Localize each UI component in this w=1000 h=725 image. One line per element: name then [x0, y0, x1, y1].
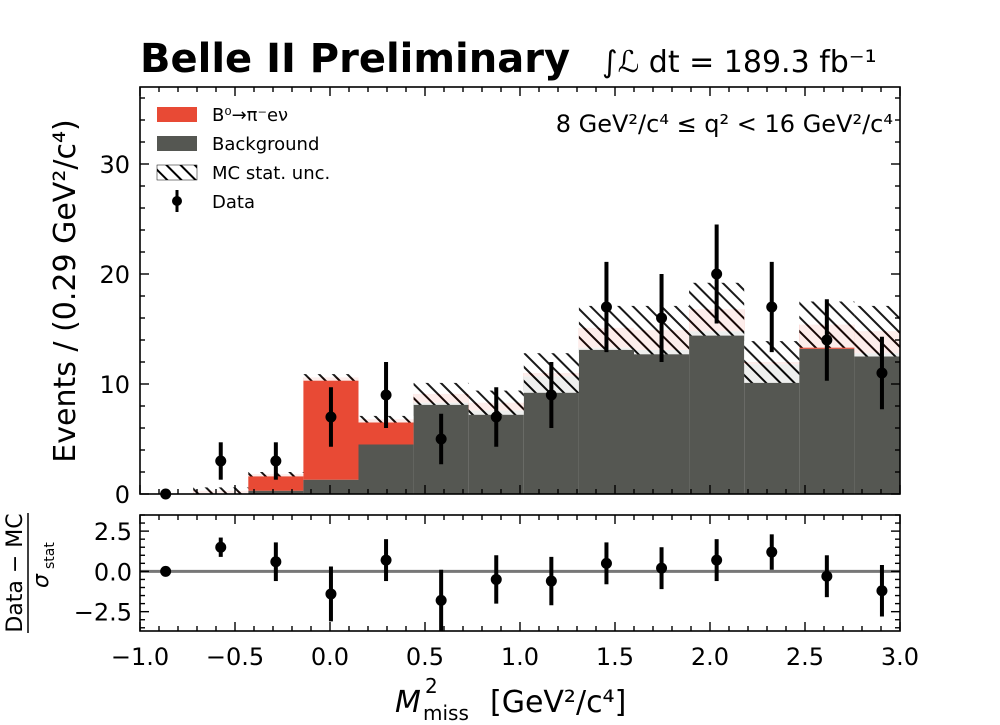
data-point	[545, 389, 557, 401]
background-bar	[689, 331, 745, 494]
ratio-point	[821, 570, 833, 582]
ratio-y-tick-label: −2.5	[74, 599, 132, 627]
x-tick-label: 0.5	[406, 643, 444, 671]
data-point	[766, 301, 778, 313]
x-tick-label: 1.0	[501, 643, 539, 671]
x-tick-label: −1.0	[111, 643, 169, 671]
ratio-point	[766, 546, 778, 558]
ratio-point	[600, 557, 612, 569]
data-point	[711, 268, 723, 280]
data-point	[380, 389, 392, 401]
x-label-m: M	[395, 685, 421, 720]
legend-swatch-mc-unc	[156, 164, 198, 181]
x-label-sub: miss	[423, 701, 469, 725]
data-point	[656, 312, 668, 324]
chart-title: Belle II Preliminary	[140, 36, 570, 82]
ratio-plot-frame	[139, 514, 901, 632]
ratio-point	[656, 562, 668, 574]
ratio-point	[215, 541, 227, 553]
y-tick-label: 10	[99, 371, 130, 399]
ratio-y-tick-label: 0.0	[94, 558, 132, 586]
x-tick-label: 2.5	[786, 643, 824, 671]
data-point	[435, 433, 447, 445]
legend-data-marker	[172, 196, 182, 206]
ratio-point	[435, 594, 447, 606]
q2-region-label: 8 GeV²/c⁴ ≤ q² < 16 GeV²/c⁴	[556, 110, 893, 138]
background-bar	[744, 364, 800, 494]
x-tick-label: 1.5	[596, 643, 634, 671]
ratio-point	[711, 554, 723, 566]
x-axis-label: M 2 miss [GeV²/c⁴]	[395, 674, 626, 725]
data-point	[490, 411, 502, 423]
x-tick-label: 0.0	[311, 643, 349, 671]
ratio-point	[325, 588, 337, 600]
data-point	[821, 334, 833, 346]
y-tick-label: 20	[99, 261, 130, 289]
legend-label-data: Data	[212, 192, 255, 213]
background-bar	[303, 479, 359, 494]
legend: B⁰→π⁻eν Background MC stat. unc. Data	[156, 105, 330, 213]
data-point	[876, 367, 888, 379]
data-point	[215, 455, 227, 467]
mc-unc-band	[413, 382, 469, 405]
legend-swatch-signal	[157, 107, 197, 122]
ratio-point	[545, 575, 557, 587]
x-tick-label: 2.0	[691, 643, 729, 671]
ratio-point	[270, 556, 282, 568]
y-tick-label: 30	[99, 151, 130, 179]
y-axis-label: Events / (0.29 GeV²/c⁴)	[48, 119, 83, 462]
ratio-ylabel-sigma: σ	[29, 573, 54, 588]
x-tick-label: −0.5	[206, 643, 264, 671]
luminosity-label: ∫ℒ dt = 189.3 fb⁻¹	[602, 45, 877, 80]
x-tick-label: 3.0	[881, 643, 919, 671]
ratio-ylabel-sigma-sub: stat	[42, 542, 58, 569]
mc-unc-band	[854, 305, 900, 357]
background-bar	[854, 353, 900, 494]
x-label-units: [GeV²/c⁴]	[490, 685, 626, 720]
legend-label-signal: B⁰→π⁻eν	[212, 105, 288, 126]
ratio-point	[876, 585, 888, 597]
background-bar	[248, 490, 304, 494]
ratio-point	[160, 565, 172, 577]
data-point	[325, 411, 337, 423]
ratio-point	[380, 554, 392, 566]
x-label-sup: 2	[425, 674, 438, 698]
background-bar	[578, 347, 634, 494]
signal-bar	[248, 474, 304, 491]
ratio-ylabel-numerator: Data − MC	[3, 513, 28, 632]
ratio-plot-panel: −1.0 −0.5 0.0 0.5 1.0 1.5 2.0 2.5 3.0−2.50.02.5 …	[3, 513, 919, 725]
main-plot-frame	[139, 86, 901, 495]
main-plot-panel: 0 10 20 30 8 GeV²/c⁴ ≤ q² < 16 GeV²/c⁴ B⁰→π…	[48, 86, 901, 509]
legend-label-background: Background	[212, 134, 319, 155]
mc-unc-band	[193, 487, 249, 494]
background-bar	[634, 349, 690, 494]
legend-label-mc-unc: MC stat. unc.	[212, 163, 330, 184]
data-point	[270, 455, 282, 467]
ratio-y-tick-label: 2.5	[94, 518, 132, 546]
background-bar	[358, 444, 414, 494]
mc-unc-band	[303, 374, 359, 381]
y-tick-label: 0	[115, 481, 130, 509]
data-point	[600, 301, 612, 313]
legend-swatch-background	[157, 136, 197, 151]
ratio-y-axis-label: Data − MC σ stat	[3, 513, 58, 633]
ratio-point	[490, 573, 502, 585]
